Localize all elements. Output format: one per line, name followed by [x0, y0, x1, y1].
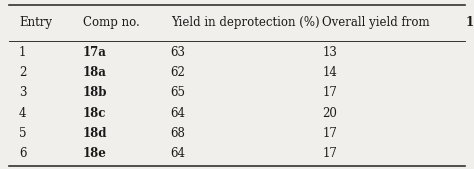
Text: 18d: 18d — [83, 127, 108, 140]
Text: Entry: Entry — [19, 16, 52, 29]
Text: Overall yield from: Overall yield from — [322, 16, 434, 29]
Text: 64: 64 — [171, 147, 186, 160]
Text: 14: 14 — [322, 66, 337, 79]
Text: 3: 3 — [19, 87, 27, 99]
Text: 65: 65 — [171, 87, 186, 99]
Text: 2: 2 — [19, 66, 27, 79]
Text: 13: 13 — [322, 46, 337, 59]
Text: 64: 64 — [171, 107, 186, 120]
Text: 5: 5 — [19, 127, 27, 140]
Text: 18c: 18c — [83, 107, 106, 120]
Text: 1: 1 — [466, 16, 474, 29]
Text: 18a: 18a — [83, 66, 107, 79]
Text: 17a: 17a — [83, 46, 107, 59]
Text: 17: 17 — [322, 87, 337, 99]
Text: 18b: 18b — [83, 87, 108, 99]
Text: 18e: 18e — [83, 147, 107, 160]
Text: 62: 62 — [171, 66, 185, 79]
Text: 17: 17 — [322, 147, 337, 160]
Text: 68: 68 — [171, 127, 185, 140]
Text: 17: 17 — [322, 127, 337, 140]
Text: 63: 63 — [171, 46, 186, 59]
Text: Yield in deprotection (%): Yield in deprotection (%) — [171, 16, 319, 29]
Text: 6: 6 — [19, 147, 27, 160]
Text: 1: 1 — [19, 46, 27, 59]
Text: 20: 20 — [322, 107, 337, 120]
Text: 4: 4 — [19, 107, 27, 120]
Text: Comp no.: Comp no. — [83, 16, 140, 29]
